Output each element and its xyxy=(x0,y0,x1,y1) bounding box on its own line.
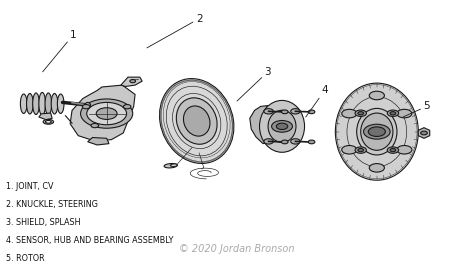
Ellipse shape xyxy=(160,78,234,164)
Circle shape xyxy=(364,124,390,139)
Text: 3: 3 xyxy=(237,67,271,101)
Polygon shape xyxy=(70,85,135,141)
Ellipse shape xyxy=(176,98,217,144)
Ellipse shape xyxy=(45,93,52,115)
Circle shape xyxy=(355,147,366,153)
Ellipse shape xyxy=(27,94,33,114)
Ellipse shape xyxy=(39,93,46,115)
Ellipse shape xyxy=(171,164,177,167)
Circle shape xyxy=(390,112,396,115)
Text: 3. SHIELD, SPLASH: 3. SHIELD, SPLASH xyxy=(6,218,80,227)
Ellipse shape xyxy=(46,120,51,123)
Ellipse shape xyxy=(33,93,39,115)
Circle shape xyxy=(369,91,384,100)
Circle shape xyxy=(291,139,300,144)
Circle shape xyxy=(342,109,357,118)
Circle shape xyxy=(308,140,315,144)
Ellipse shape xyxy=(337,85,417,179)
Circle shape xyxy=(355,110,366,117)
Ellipse shape xyxy=(183,106,210,136)
Text: 5. ROTOR: 5. ROTOR xyxy=(6,254,44,263)
Circle shape xyxy=(397,109,412,118)
Text: 5: 5 xyxy=(403,101,430,117)
Circle shape xyxy=(264,109,273,114)
Ellipse shape xyxy=(85,102,91,108)
Circle shape xyxy=(368,127,385,136)
Circle shape xyxy=(369,164,384,172)
Circle shape xyxy=(276,123,288,130)
Circle shape xyxy=(390,148,396,152)
Polygon shape xyxy=(121,77,142,86)
Circle shape xyxy=(272,120,292,132)
Ellipse shape xyxy=(336,83,419,180)
Circle shape xyxy=(358,112,364,115)
Circle shape xyxy=(358,148,364,152)
Circle shape xyxy=(96,108,117,119)
Text: © 2020 Jordan Bronson: © 2020 Jordan Bronson xyxy=(179,244,295,254)
Circle shape xyxy=(387,110,399,117)
Circle shape xyxy=(130,80,136,83)
Circle shape xyxy=(87,102,127,125)
Polygon shape xyxy=(250,106,270,144)
Circle shape xyxy=(91,123,99,128)
Ellipse shape xyxy=(357,109,397,155)
Ellipse shape xyxy=(57,94,64,114)
Circle shape xyxy=(282,140,288,144)
Ellipse shape xyxy=(43,119,54,124)
Circle shape xyxy=(282,110,288,114)
Text: 2. KNUCKLE, STEERING: 2. KNUCKLE, STEERING xyxy=(6,200,98,209)
Circle shape xyxy=(264,139,273,144)
Ellipse shape xyxy=(259,101,304,152)
Ellipse shape xyxy=(20,94,27,114)
Circle shape xyxy=(123,105,131,109)
Ellipse shape xyxy=(164,164,177,168)
Text: 1: 1 xyxy=(43,30,77,72)
Ellipse shape xyxy=(51,94,58,114)
Circle shape xyxy=(397,146,412,154)
Circle shape xyxy=(308,110,315,114)
Ellipse shape xyxy=(361,113,393,150)
Circle shape xyxy=(82,105,90,109)
Polygon shape xyxy=(88,138,109,145)
Ellipse shape xyxy=(268,110,296,142)
Text: 4: 4 xyxy=(306,85,328,117)
Text: 4. SENSOR, HUB AND BEARING ASSEMBLY: 4. SENSOR, HUB AND BEARING ASSEMBLY xyxy=(6,236,173,245)
Circle shape xyxy=(291,109,300,114)
Text: 2: 2 xyxy=(147,14,202,48)
Text: 1. JOINT, CV: 1. JOINT, CV xyxy=(6,182,53,191)
Circle shape xyxy=(81,99,133,128)
Circle shape xyxy=(421,131,428,135)
Circle shape xyxy=(387,147,399,153)
Polygon shape xyxy=(39,113,52,120)
Polygon shape xyxy=(418,128,430,138)
Circle shape xyxy=(342,146,357,154)
